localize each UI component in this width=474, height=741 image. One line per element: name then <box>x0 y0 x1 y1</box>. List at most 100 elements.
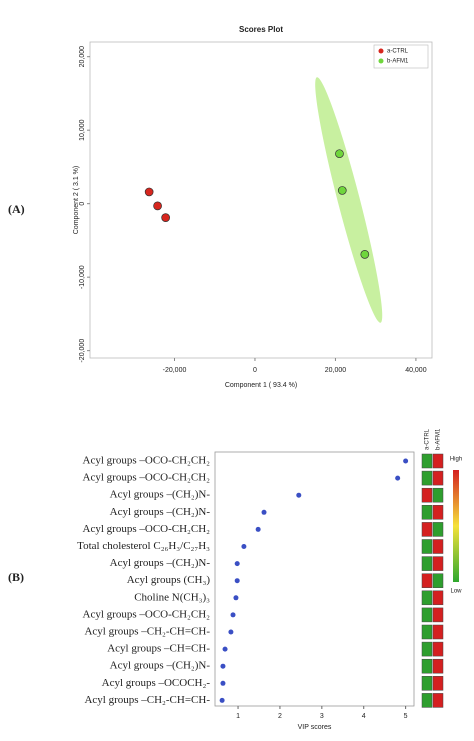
dot <box>261 509 267 515</box>
heat-cell <box>432 676 444 691</box>
heat-cell <box>421 453 433 469</box>
plot-frame <box>89 41 433 359</box>
category-label: Total cholesterol C₂₆H₃/C₂₇H₃ <box>77 540 210 552</box>
heat-cell <box>421 676 433 691</box>
category-label: Choline N(CH₃)₃ <box>134 591 210 603</box>
y-tick-label: -10,000 <box>79 265 86 289</box>
x-tick-label: 20,000 <box>325 367 347 374</box>
colorbar-label: Low <box>450 589 462 595</box>
dot <box>233 595 239 601</box>
heat-cell <box>421 487 433 503</box>
x-tick-label: 5 <box>404 713 408 720</box>
category-label: Acyl groups –OCO-CH₂CH₂ <box>83 472 211 484</box>
heat-cell <box>432 658 444 674</box>
heat-cell <box>421 590 433 606</box>
heat-cell <box>432 470 444 486</box>
point <box>337 186 347 195</box>
category-label: Acyl groups –OCO-CH₂CH₂ <box>83 608 211 620</box>
heat-cell <box>421 693 433 708</box>
dot <box>296 492 302 498</box>
category-label: Acyl groups –CH₂-CH=CH- <box>84 694 210 706</box>
dot <box>234 561 240 567</box>
point <box>144 187 154 197</box>
point <box>360 250 370 259</box>
heat-cell <box>432 607 444 623</box>
legend-swatch <box>378 48 384 54</box>
heat-cell <box>432 505 444 520</box>
chart-title: Scores Plot <box>239 25 283 34</box>
heatmap-column-label: b-AFM1 <box>436 428 442 450</box>
x-tick-label: 3 <box>320 713 324 720</box>
category-label: Acyl groups –OCOCH₂- <box>102 677 211 689</box>
dot <box>241 544 247 549</box>
colorbar <box>453 470 459 582</box>
dot <box>403 458 409 464</box>
panel-label: (A) <box>8 202 25 216</box>
heat-cell <box>432 556 444 571</box>
x-tick-label: 4 <box>362 713 366 720</box>
y-tick-label: 0 <box>79 202 86 206</box>
heat-cell <box>421 470 433 486</box>
heat-cell <box>432 522 444 537</box>
heat-cell <box>421 624 433 640</box>
heat-cell <box>421 539 433 554</box>
point <box>153 201 162 211</box>
dot <box>228 629 234 635</box>
heatmap-column-label: a-CTRL <box>425 428 431 450</box>
heat-cell <box>432 693 444 708</box>
category-label: Acyl groups –(CH₂)N- <box>110 660 211 672</box>
y-tick-label: -20,000 <box>79 339 86 363</box>
dot <box>234 578 240 584</box>
panel-label: (B) <box>8 570 24 584</box>
x-tick-label: 0 <box>253 367 257 374</box>
confidence-ellipse <box>315 77 383 323</box>
category-label: Acyl groups (CH₃) <box>127 574 211 586</box>
y-tick-label: 10,000 <box>79 119 86 141</box>
heat-cell <box>432 641 444 657</box>
dot <box>219 697 225 703</box>
category-label: Acyl groups –OCO-CH₂CH₂ <box>83 523 211 535</box>
category-label: Acyl groups –(CH₂)N- <box>110 506 211 518</box>
legend-swatch <box>378 58 384 64</box>
category-label: Acyl groups –CH₂-CH=CH- <box>84 626 210 638</box>
heat-cell <box>421 573 433 588</box>
heat-cell <box>432 573 444 588</box>
heat-cell <box>432 487 444 503</box>
heat-cell <box>421 522 433 537</box>
x-axis-label: VIP scores <box>298 724 332 731</box>
heat-cell <box>421 556 433 571</box>
heat-cell <box>432 590 444 606</box>
point <box>335 149 344 159</box>
legend-label: a-CTRL <box>387 49 409 55</box>
dot <box>395 475 401 481</box>
heat-cell <box>421 658 433 674</box>
x-tick-label: 40,000 <box>405 367 427 374</box>
x-tick-label: 2 <box>278 713 282 720</box>
plot-frame <box>214 451 415 707</box>
category-label: Acyl groups –CH=CH- <box>107 643 210 655</box>
legend-box <box>373 44 429 69</box>
heat-cell <box>432 539 444 554</box>
heat-cell <box>432 624 444 640</box>
dot <box>255 526 261 532</box>
x-tick-label: -20,000 <box>163 367 187 374</box>
dot <box>230 612 236 618</box>
category-label: Acyl groups –OCO-CH₂CH₂ <box>83 455 211 467</box>
heat-cell <box>421 607 433 623</box>
dot <box>220 680 226 686</box>
y-tick-label: 20,000 <box>79 46 86 68</box>
heat-cell <box>421 505 433 520</box>
point <box>161 213 170 222</box>
x-tick-label: 1 <box>236 713 240 720</box>
heat-cell <box>432 453 444 469</box>
category-label: Acyl groups –(CH₂)N- <box>110 489 211 501</box>
dot <box>222 646 228 652</box>
x-axis-label: Component 1 ( 93.4 %) <box>225 382 297 389</box>
category-label: Acyl groups –(CH₂)N- <box>110 557 211 569</box>
colorbar-label: High <box>450 457 462 463</box>
heat-cell <box>421 641 433 657</box>
y-axis-label: Component 2 ( 3.1 %) <box>73 166 80 234</box>
legend-label: b-AFM1 <box>387 59 409 65</box>
dot <box>220 663 226 669</box>
